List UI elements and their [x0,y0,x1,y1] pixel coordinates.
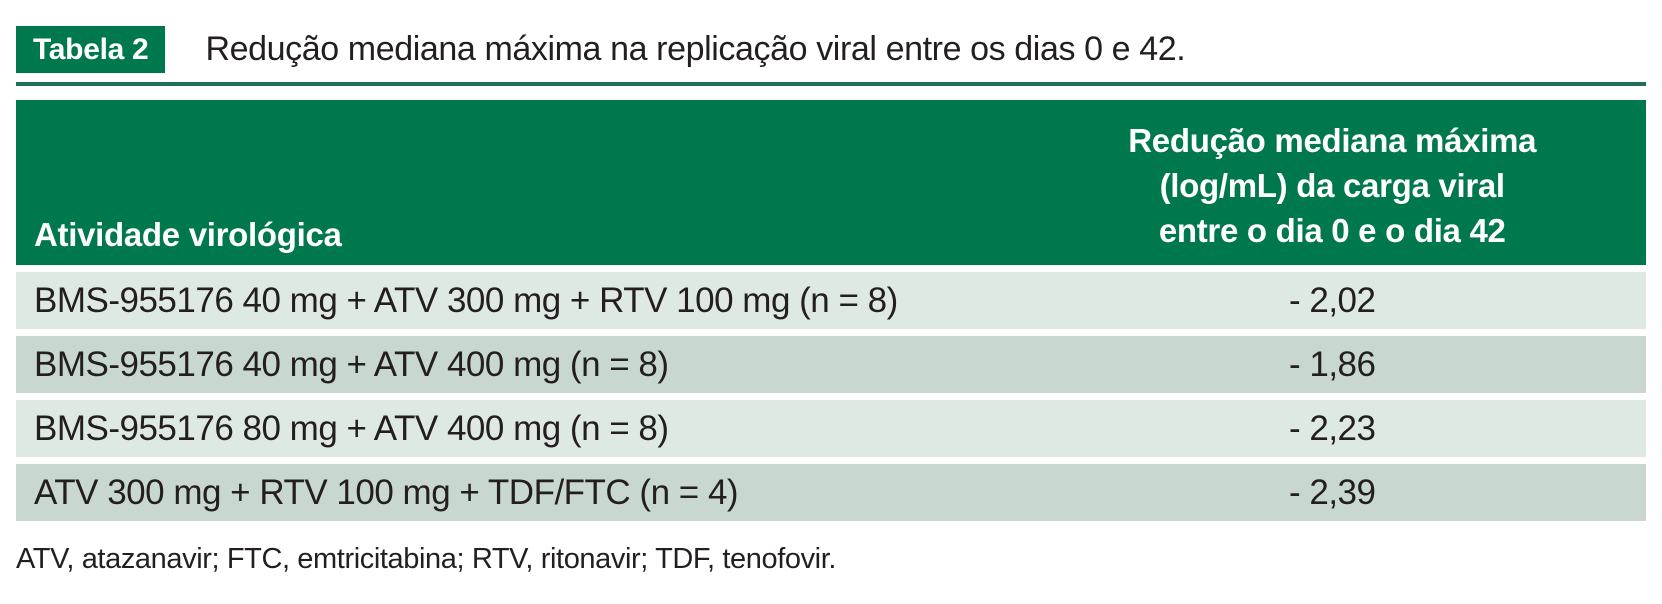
column-header-line-3: entre o dia 0 e o dia 42 [1158,212,1506,249]
table-title: Redução mediana máxima na replicação vir… [205,29,1186,68]
treatment-cell: ATV 300 mg + RTV 100 mg + TDF/FTC (n = 4… [34,472,739,512]
table-row: ATV 300 mg + RTV 100 mg + TDF/FTC (n = 4… [16,464,1646,521]
table-caption-row: Tabela 2 Redução mediana máxima na repli… [16,0,1646,74]
table-footnote: ATV, atazanavir; FTC, emtricitabina; RTV… [16,543,837,575]
column-header-line-1: Redução mediana máxima [1128,122,1537,159]
table-header-row: Atividade virológica Redução mediana máx… [16,100,1646,265]
data-table: Atividade virológica Redução mediana máx… [16,100,1646,521]
treatment-cell: BMS-955176 80 mg + ATV 400 mg (n = 8) [34,408,669,448]
table-number-badge: Tabela 2 [16,25,166,73]
column-header-atividade-virologica: Atividade virológica [34,216,342,253]
column-header-line-2: (log/mL) da carga viral [1159,167,1506,204]
value-cell: - 1,86 [1288,344,1376,384]
treatment-cell: BMS-955176 40 mg + ATV 300 mg + RTV 100 … [34,280,898,320]
column-header-reducao-mediana: Redução mediana máxima (log/mL) da carga… [1018,100,1646,265]
caption-divider-rule [16,82,1646,86]
table-row: BMS-955176 80 mg + ATV 400 mg (n = 8) - … [16,400,1646,457]
treatment-cell: BMS-955176 40 mg + ATV 400 mg (n = 8) [34,344,669,384]
table-row: BMS-955176 40 mg + ATV 300 mg + RTV 100 … [16,272,1646,329]
document-page: Tabela 2 Redução mediana máxima na repli… [16,0,1646,575]
value-cell: - 2,02 [1288,280,1376,320]
value-cell: - 2,23 [1288,408,1376,448]
table-row: BMS-955176 40 mg + ATV 400 mg (n = 8) - … [16,336,1646,393]
value-cell: - 2,39 [1288,472,1376,512]
